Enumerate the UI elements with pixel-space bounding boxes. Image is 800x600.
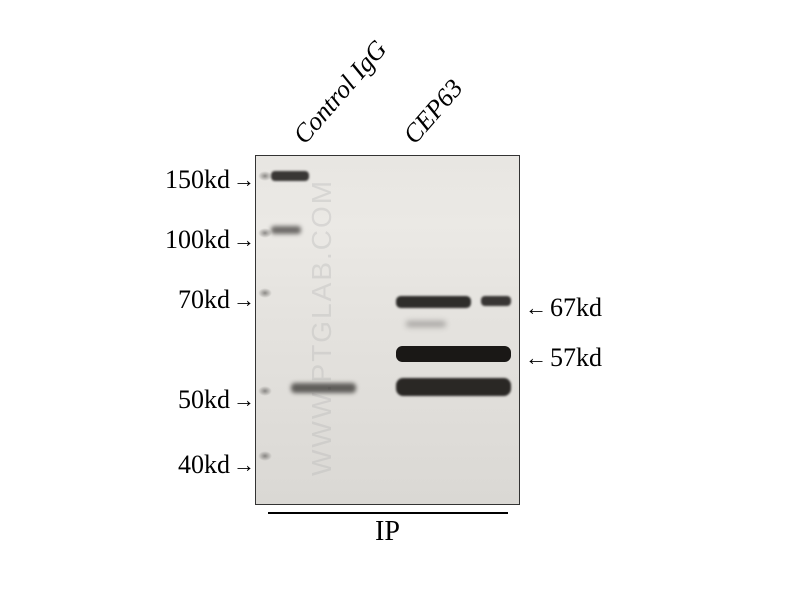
lane-labels-group: Control IgG CEP63 bbox=[270, 20, 590, 140]
marker-150kd: 150kd bbox=[165, 165, 230, 195]
arrow-right-icon: → bbox=[233, 387, 255, 413]
ladder-smudge bbox=[258, 171, 272, 181]
arrow-right-icon: → bbox=[233, 227, 255, 253]
marker-70kd: 70kd bbox=[178, 285, 230, 315]
ladder-smudge bbox=[258, 228, 272, 238]
arrow-right-icon: → bbox=[233, 167, 255, 193]
lane-label-control: Control IgG bbox=[287, 35, 393, 150]
marker-100kd: 100kd bbox=[165, 225, 230, 255]
arrow-right-icon: → bbox=[233, 452, 255, 478]
arrow-left-icon: ← bbox=[525, 345, 547, 371]
band-label-57kd: 57kd bbox=[550, 343, 602, 373]
watermark-text: WWW.PTGLAB.COM bbox=[306, 179, 338, 476]
marker-40kd: 40kd bbox=[178, 450, 230, 480]
protein-band bbox=[396, 296, 471, 308]
ladder-smudge bbox=[258, 386, 272, 396]
protein-band bbox=[406, 321, 446, 327]
protein-band bbox=[396, 346, 511, 362]
ip-label: IP bbox=[375, 516, 400, 548]
arrow-left-icon: ← bbox=[525, 295, 547, 321]
figure-container: Control IgG CEP63 WWW.PTGLAB.COM 150kd →… bbox=[80, 30, 720, 570]
arrow-right-icon: → bbox=[233, 287, 255, 313]
ladder-smudge bbox=[258, 288, 272, 298]
protein-band bbox=[271, 226, 301, 234]
marker-50kd: 50kd bbox=[178, 385, 230, 415]
protein-band bbox=[291, 383, 356, 393]
band-label-67kd: 67kd bbox=[550, 293, 602, 323]
western-blot-membrane: WWW.PTGLAB.COM bbox=[255, 155, 520, 505]
protein-band bbox=[396, 378, 511, 396]
protein-band bbox=[481, 296, 511, 306]
ladder-smudge bbox=[258, 451, 272, 461]
protein-band bbox=[271, 171, 309, 181]
lane-label-sample: CEP63 bbox=[397, 74, 469, 150]
ip-underline bbox=[268, 512, 508, 514]
